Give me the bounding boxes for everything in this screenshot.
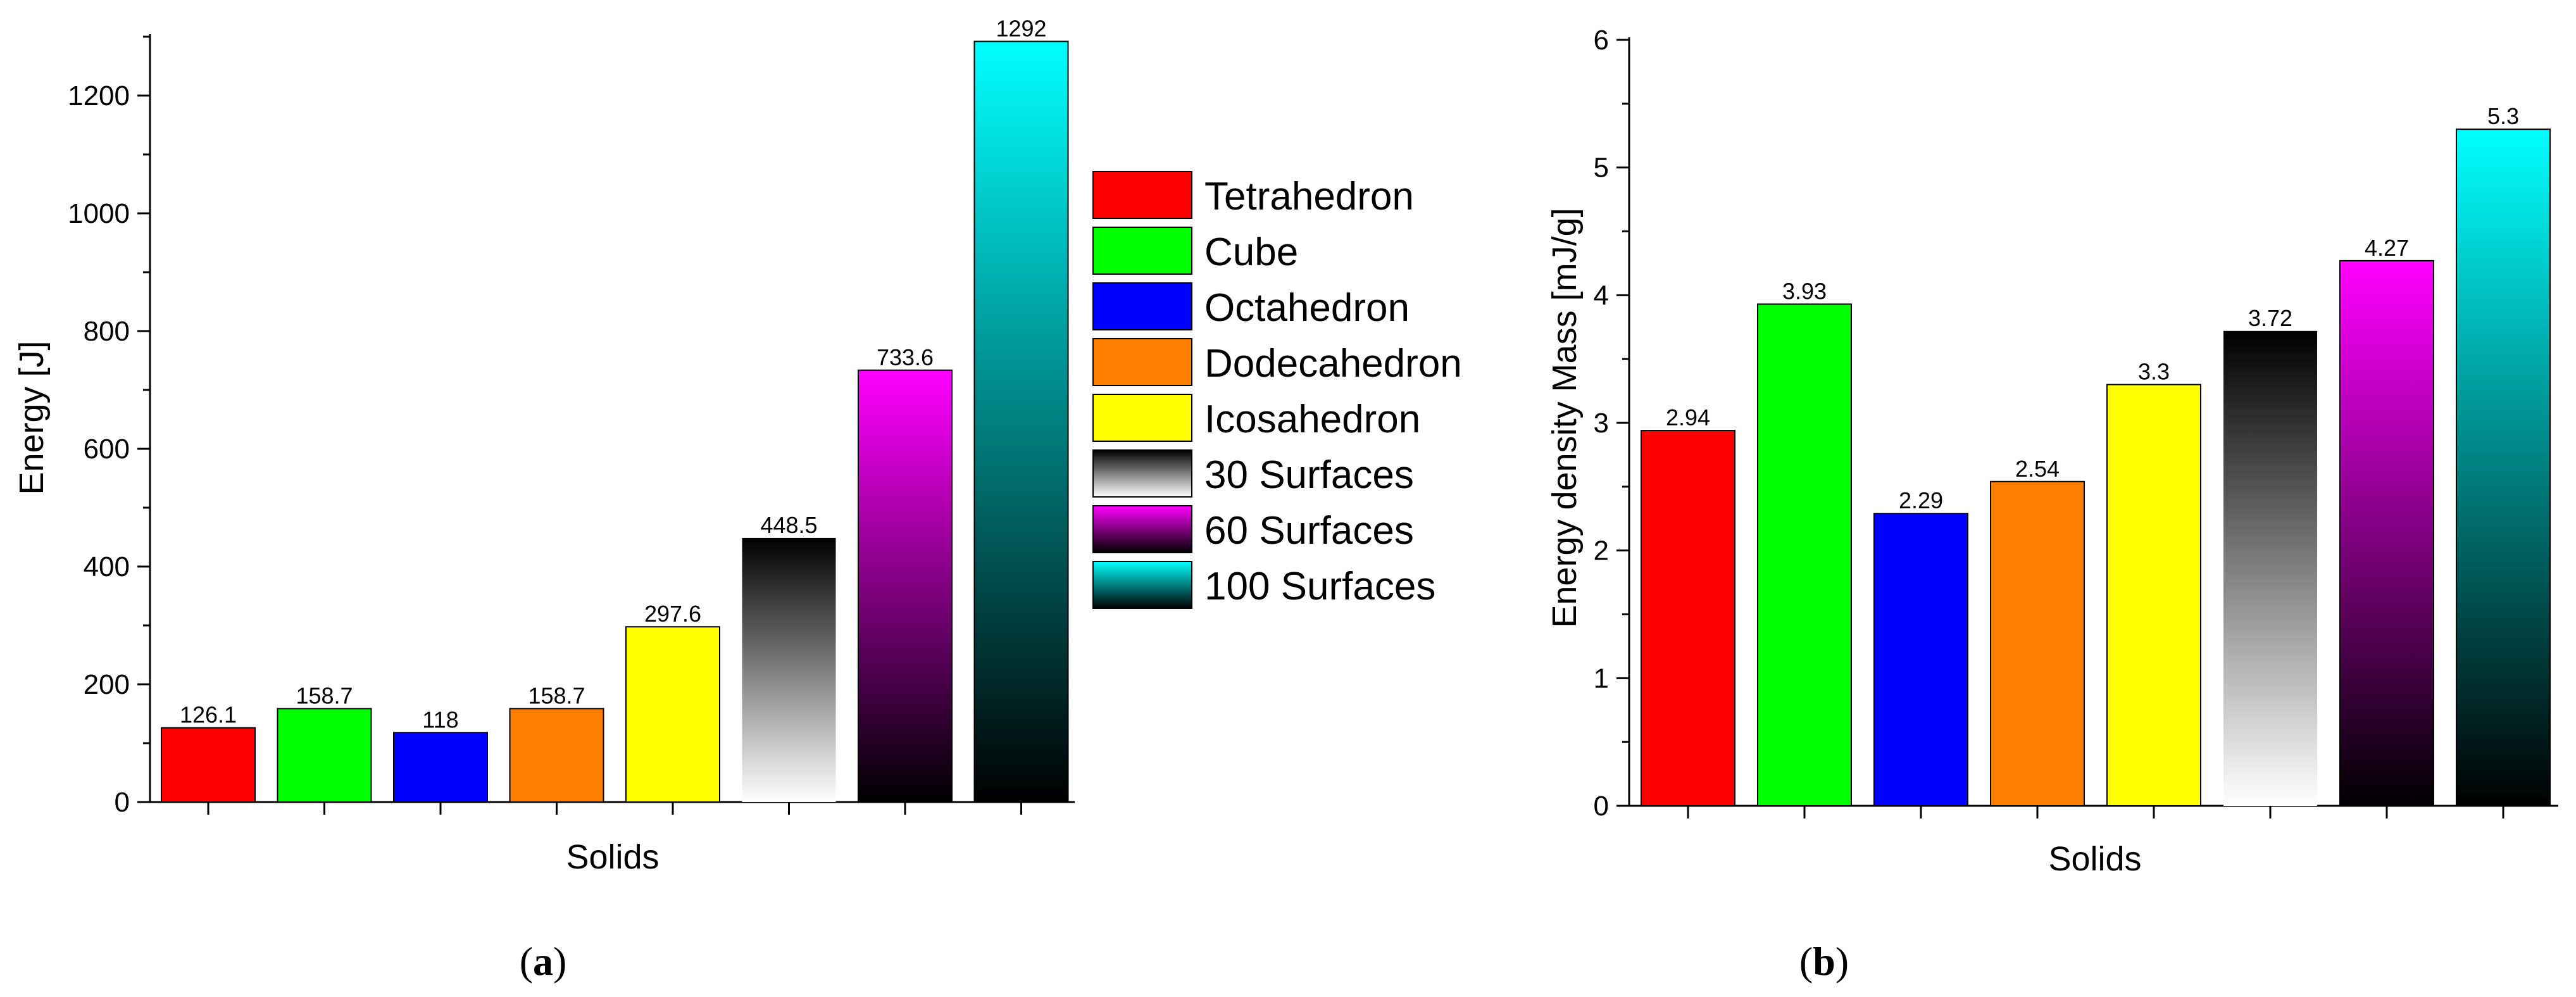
- legend-label: Icosahedron: [1204, 398, 1420, 441]
- y-axis-title: Energy density Mass [mJ/g]: [1546, 208, 1584, 627]
- legend-label: 30 Surfaces: [1204, 453, 1414, 497]
- legend-swatch: [1092, 561, 1192, 609]
- y-tick-label: 1000: [68, 198, 130, 229]
- bar-30-surfaces: [742, 537, 836, 802]
- bar-value-label: 1292: [996, 15, 1046, 41]
- bar-60-surfaces: [858, 369, 953, 803]
- bar-octahedron: [1873, 513, 1968, 807]
- bar-tetrahedron: [1641, 430, 1735, 806]
- legend-swatch: [1092, 449, 1192, 498]
- legend-item-tetrahedron: Tetrahedron: [1092, 171, 1414, 219]
- y-tick-label: 200: [84, 669, 130, 700]
- bar-value-label: 158.7: [528, 682, 585, 708]
- bar-value-label: 3.3: [2138, 359, 2170, 385]
- bar-100-surfaces: [2456, 129, 2551, 807]
- bar-value-label: 733.6: [877, 344, 934, 370]
- bar-value-label: 2.54: [2015, 456, 2060, 482]
- bar-value-label: 3.72: [2248, 305, 2292, 331]
- legend-item-octahedron: Octahedron: [1092, 282, 1410, 330]
- bar-value-label: 126.1: [180, 702, 237, 728]
- y-tick-label: 6: [1594, 25, 1609, 56]
- bar-60-surfaces: [2339, 260, 2434, 806]
- bar-value-label: 4.27: [2365, 235, 2409, 261]
- y-tick-label: 1: [1594, 663, 1609, 694]
- legend-item-100-surfaces: 100 Surfaces: [1092, 561, 1435, 609]
- bar-value-label: 118: [422, 706, 458, 732]
- y-tick-label: 4: [1594, 280, 1609, 311]
- y-tick-label: 5: [1594, 153, 1609, 184]
- y-tick-label: 3: [1594, 408, 1609, 439]
- bar-value-label: 448.5: [760, 512, 817, 538]
- legend-label: Tetrahedron: [1204, 175, 1414, 218]
- legend-swatch: [1092, 171, 1192, 219]
- y-tick-label: 600: [84, 434, 130, 465]
- legend-item-dodecahedron: Dodecahedron: [1092, 338, 1462, 386]
- x-axis-title: Solids: [2048, 840, 2141, 878]
- bar-icosahedron: [625, 626, 720, 803]
- bar-value-label: 158.7: [296, 682, 353, 708]
- legend-swatch: [1092, 282, 1192, 330]
- legend-swatch: [1092, 505, 1192, 553]
- bar-value-label: 2.94: [1666, 404, 1710, 430]
- bar-dodecahedron: [509, 708, 604, 803]
- panel-label-a: (a): [520, 939, 567, 984]
- legend-label: Cube: [1204, 230, 1298, 274]
- bar-octahedron: [393, 732, 488, 803]
- bar-value-label: 5.3: [2487, 103, 2519, 129]
- bar-value-label: 297.6: [644, 601, 701, 627]
- bar-value-label: 3.93: [1782, 278, 1827, 304]
- bar-tetrahedron: [161, 727, 256, 803]
- legend-swatch: [1092, 394, 1192, 442]
- legend-swatch: [1092, 227, 1192, 275]
- bar-icosahedron: [2106, 384, 2201, 806]
- x-axis-title: Solids: [566, 838, 659, 876]
- energy-chart: 0 200 400 600 800 1000 1200 126.1 158.7 118 158.7…: [13, 15, 1075, 984]
- legend-label: Octahedron: [1204, 286, 1410, 330]
- panel-label-b: (b): [1799, 939, 1849, 984]
- energy-density-chart: 0 1 2 3 4 5 6 2.94 3.93 2.29 2.54 3.3 3.72 4.27 5.3 E…: [1546, 25, 2558, 984]
- y-tick-label: 1200: [68, 80, 130, 111]
- y-tick-label: 400: [84, 551, 130, 582]
- bar-100-surfaces: [973, 41, 1069, 803]
- legend-item-icosahedron: Icosahedron: [1092, 394, 1420, 442]
- bar-cube: [277, 708, 372, 803]
- bar-value-label: 2.29: [1899, 487, 1943, 513]
- y-tick-label: 2: [1594, 536, 1609, 567]
- legend-item-30-surfaces: 30 Surfaces: [1092, 449, 1414, 498]
- legend-label: 60 Surfaces: [1204, 509, 1414, 553]
- y-tick-label: 0: [1594, 791, 1609, 822]
- legend-swatch: [1092, 338, 1192, 386]
- legend-label: Dodecahedron: [1204, 342, 1462, 386]
- legend-item-60-surfaces: 60 Surfaces: [1092, 505, 1414, 553]
- legend-label: 100 Surfaces: [1204, 565, 1435, 608]
- legend-item-cube: Cube: [1092, 227, 1298, 275]
- y-tick-label: 0: [115, 787, 130, 818]
- legend: Tetrahedron Cube Octahedron Dodecahedron Ico…: [1092, 171, 1462, 609]
- y-tick-label: 800: [84, 316, 130, 347]
- bar-dodecahedron: [1990, 480, 2085, 806]
- bar-30-surfaces: [2223, 330, 2317, 806]
- y-axis-title: Energy [J]: [13, 341, 51, 494]
- bar-cube: [1757, 303, 1852, 806]
